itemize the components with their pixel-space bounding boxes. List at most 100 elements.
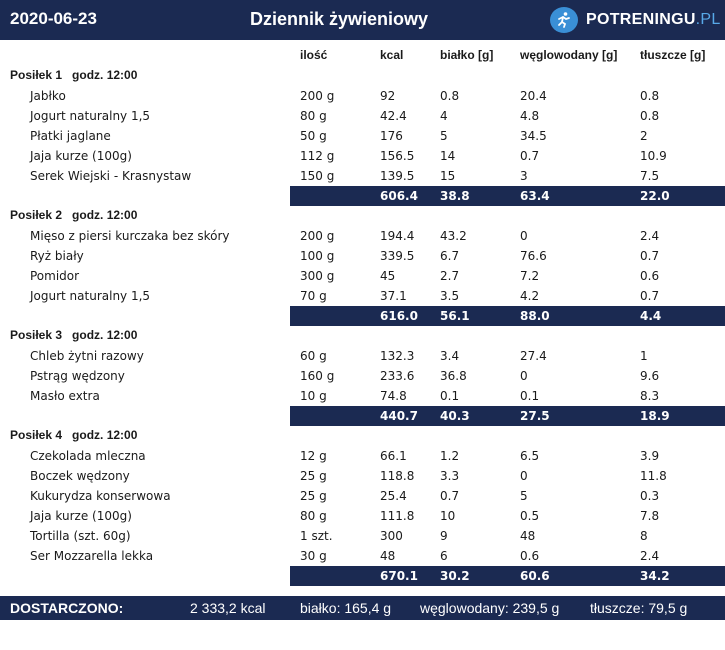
- cell-kcal: 66.1: [380, 449, 407, 463]
- food-name: Jogurt naturalny 1,5: [30, 109, 151, 123]
- cell-carbs: 48: [520, 529, 536, 543]
- total-protein: 56.1: [440, 309, 470, 323]
- summary-kcal: 2 333,2 kcal: [190, 600, 266, 616]
- total-fat: 4.4: [640, 309, 662, 323]
- runner-icon: [550, 7, 578, 33]
- cell-amount: 50 g: [300, 129, 327, 143]
- food-name: Pomidor: [30, 269, 80, 283]
- table-row: Chleb żytni razowy 60 g 132.3 3.4 27.4 1: [0, 346, 725, 366]
- cell-amount: 160 g: [300, 369, 335, 383]
- meal-name: Posiłek 2: [10, 208, 63, 222]
- cell-protein: 3.3: [440, 469, 460, 483]
- cell-kcal: 74.8: [380, 389, 407, 403]
- cell-carbs: 0.5: [520, 509, 540, 523]
- meal-total-row: 606.4 38.8 63.4 22.0: [290, 186, 725, 206]
- total-protein: 30.2: [440, 569, 470, 583]
- total-carbs: 27.5: [520, 409, 550, 423]
- cell-amount: 70 g: [300, 289, 327, 303]
- table-row: Płatki jaglane 50 g 176 5 34.5 2: [0, 126, 725, 146]
- food-name: Płatki jaglane: [30, 129, 111, 143]
- table-row: Ser Mozzarella lekka 30 g 48 6 0.6 2.4: [0, 546, 725, 566]
- cell-kcal: 45: [380, 269, 396, 283]
- cell-fat: 9.6: [640, 369, 660, 383]
- cell-fat: 0.7: [640, 249, 660, 263]
- total-kcal: 616.0: [380, 309, 418, 323]
- cell-fat: 3.9: [640, 449, 660, 463]
- cell-kcal: 139.5: [380, 169, 415, 183]
- cell-fat: 0.7: [640, 289, 660, 303]
- cell-fat: 1: [640, 349, 648, 363]
- cell-amount: 200 g: [300, 89, 335, 103]
- cell-fat: 11.8: [640, 469, 667, 483]
- food-name: Jogurt naturalny 1,5: [30, 289, 151, 303]
- table-row: Jogurt naturalny 1,5 80 g 42.4 4 4.8 0.8: [0, 106, 725, 126]
- food-name: Jaja kurze (100g): [30, 509, 132, 523]
- cell-fat: 0.8: [640, 109, 660, 123]
- food-name: Czekolada mleczna: [30, 449, 146, 463]
- meal-time: godz. 12:00: [72, 428, 138, 442]
- cell-amount: 25 g: [300, 469, 327, 483]
- cell-carbs: 27.4: [520, 349, 547, 363]
- cell-amount: 30 g: [300, 549, 327, 563]
- cell-kcal: 118.8: [380, 469, 415, 483]
- cell-fat: 2.4: [640, 229, 660, 243]
- food-name: Chleb żytni razowy: [30, 349, 144, 363]
- cell-protein: 6.7: [440, 249, 460, 263]
- cell-amount: 12 g: [300, 449, 327, 463]
- total-kcal: 606.4: [380, 189, 418, 203]
- table-row: Boczek wędzony 25 g 118.8 3.3 0 11.8: [0, 466, 725, 486]
- brand-tld: .PL: [695, 11, 721, 28]
- column-header-carbs: węglowodany [g]: [520, 48, 618, 62]
- cell-amount: 1 szt.: [300, 529, 333, 543]
- cell-protein: 10: [440, 509, 456, 523]
- cell-carbs: 5: [520, 489, 528, 503]
- cell-carbs: 20.4: [520, 89, 547, 103]
- header-bar: 2020-06-23 Dziennik żywieniowy POTRENING…: [0, 0, 725, 40]
- cell-protein: 3.4: [440, 349, 460, 363]
- cell-amount: 10 g: [300, 389, 327, 403]
- cell-carbs: 4.8: [520, 109, 540, 123]
- meal-time: godz. 12:00: [72, 68, 138, 82]
- food-name: Pstrąg wędzony: [30, 369, 125, 383]
- cell-amount: 80 g: [300, 509, 327, 523]
- cell-kcal: 48: [380, 549, 396, 563]
- cell-fat: 0.8: [640, 89, 660, 103]
- cell-amount: 200 g: [300, 229, 335, 243]
- total-protein: 40.3: [440, 409, 470, 423]
- cell-protein: 0.7: [440, 489, 460, 503]
- cell-kcal: 37.1: [380, 289, 407, 303]
- cell-carbs: 0.7: [520, 149, 540, 163]
- cell-carbs: 0: [520, 229, 528, 243]
- cell-fat: 0.3: [640, 489, 660, 503]
- food-name: Jabłko: [30, 89, 66, 103]
- cell-fat: 2.4: [640, 549, 660, 563]
- brand-main: POTRENINGU: [586, 11, 696, 28]
- cell-protein: 36.8: [440, 369, 467, 383]
- total-carbs: 88.0: [520, 309, 550, 323]
- table-row: Kukurydza konserwowa 25 g 25.4 0.7 5 0.3: [0, 486, 725, 506]
- cell-fat: 8.3: [640, 389, 660, 403]
- cell-protein: 1.2: [440, 449, 460, 463]
- cell-protein: 43.2: [440, 229, 467, 243]
- column-header-fat: tłuszcze [g]: [640, 48, 706, 62]
- cell-carbs: 4.2: [520, 289, 540, 303]
- column-header-amount: ilość: [300, 48, 328, 62]
- table-row: Czekolada mleczna 12 g 66.1 1.2 6.5 3.9: [0, 446, 725, 466]
- cell-amount: 25 g: [300, 489, 327, 503]
- cell-kcal: 25.4: [380, 489, 407, 503]
- total-kcal: 670.1: [380, 569, 418, 583]
- table-row: Masło extra 10 g 74.8 0.1 0.1 8.3: [0, 386, 725, 406]
- cell-fat: 0.6: [640, 269, 660, 283]
- cell-fat: 8: [640, 529, 648, 543]
- cell-kcal: 176: [380, 129, 403, 143]
- total-carbs: 63.4: [520, 189, 550, 203]
- cell-kcal: 111.8: [380, 509, 415, 523]
- summary-label: DOSTARCZONO:: [10, 600, 124, 616]
- cell-kcal: 42.4: [380, 109, 407, 123]
- cell-protein: 3.5: [440, 289, 460, 303]
- brand-logo[interactable]: POTRENINGU.PL: [550, 7, 721, 33]
- table-row: Pomidor 300 g 45 2.7 7.2 0.6: [0, 266, 725, 286]
- cell-protein: 5: [440, 129, 448, 143]
- cell-protein: 0.1: [440, 389, 460, 403]
- cell-carbs: 76.6: [520, 249, 547, 263]
